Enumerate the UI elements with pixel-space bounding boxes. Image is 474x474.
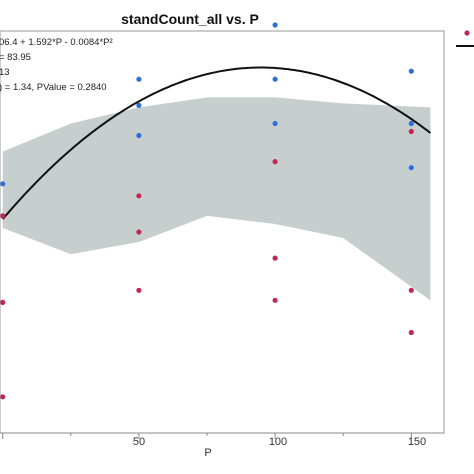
x-ticks-layer bbox=[2, 433, 412, 439]
data-point-series2-5 bbox=[136, 229, 142, 235]
data-point-series2-12 bbox=[408, 329, 414, 336]
x-axis: 50 100 150 P bbox=[0, 432, 444, 459]
legend bbox=[456, 30, 474, 47]
points-layer bbox=[0, 22, 414, 400]
data-point-series1-7 bbox=[272, 120, 278, 127]
data-point-series1-5 bbox=[272, 22, 278, 28]
data-point-series1-10 bbox=[408, 165, 414, 171]
data-point-series1-1 bbox=[0, 181, 6, 187]
legend-dot bbox=[464, 30, 470, 36]
data-point-series2-3 bbox=[0, 394, 6, 400]
data-point-series1-8 bbox=[408, 68, 414, 74]
data-point-series2-9 bbox=[272, 297, 278, 303]
data-point-series2-6 bbox=[136, 287, 142, 293]
fit-statistic-1: = 83.95 bbox=[0, 52, 31, 63]
chart-title: standCount_all vs. P bbox=[121, 11, 259, 27]
x-axis-label: P bbox=[204, 447, 211, 459]
data-point-series1-3 bbox=[136, 102, 142, 108]
fit-statistic-2: 13 bbox=[0, 67, 10, 78]
fit-curve bbox=[1, 66, 432, 220]
data-point-series1-6 bbox=[272, 76, 278, 82]
fit-equation: 06.4 + 1.592*P - 0.0084*P² bbox=[0, 37, 113, 48]
data-point-series1-4 bbox=[136, 132, 142, 139]
fit-curve-layer bbox=[1, 66, 432, 220]
x-tick-label-100: 100 bbox=[269, 436, 287, 448]
data-point-series2-10 bbox=[408, 128, 414, 135]
x-tick-label-150: 150 bbox=[408, 436, 426, 448]
data-point-series2-11 bbox=[408, 287, 414, 293]
x-tick-label-50: 50 bbox=[133, 436, 145, 448]
data-point-series1-9 bbox=[408, 120, 414, 127]
data-point-series1-2 bbox=[136, 76, 142, 82]
data-point-series2-2 bbox=[0, 299, 6, 305]
confidence-band-layer bbox=[2, 97, 431, 301]
data-point-series2-8 bbox=[272, 255, 278, 261]
fit-annotations: 06.4 + 1.592*P - 0.0084*P² = 83.95 13 ) … bbox=[0, 37, 113, 93]
confidence-band bbox=[2, 97, 431, 301]
data-point-series2-1 bbox=[0, 213, 6, 219]
data-point-series2-7 bbox=[272, 159, 278, 165]
data-point-series2-4 bbox=[136, 193, 142, 199]
fit-statistic-3: ) = 1.34, PValue = 0.2840 bbox=[0, 82, 107, 93]
